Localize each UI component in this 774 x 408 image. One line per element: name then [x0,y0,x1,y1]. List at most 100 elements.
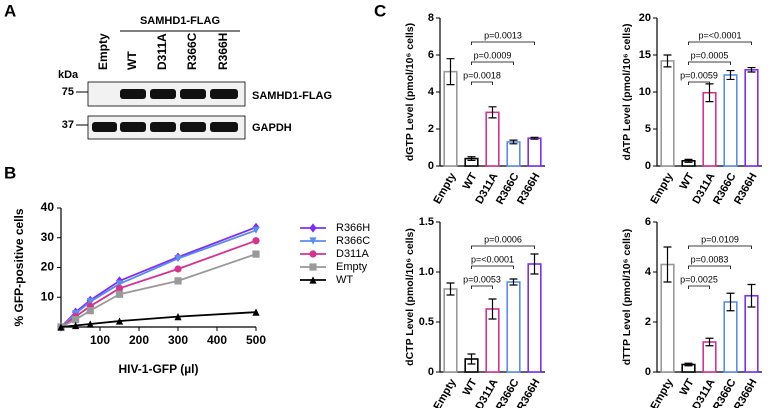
error-bar [509,278,518,286]
error-bar [530,253,539,275]
legend-marker [309,223,317,233]
bar [702,91,717,167]
point [86,298,94,306]
p-value: p=0.0009 [474,50,512,60]
y-tick-label: 1.5 [419,216,434,228]
error-bar [705,337,714,347]
legend-marker [309,250,317,258]
point [115,284,124,292]
bar [723,74,738,167]
bracket [688,41,752,45]
legend-marker [309,237,317,245]
point [252,237,260,245]
error-bar [467,156,476,162]
y-tick-label: 20 [41,260,55,274]
bar [443,70,458,167]
error-bar [488,106,497,119]
p-value: p=0.0005 [691,50,729,60]
x-tick-label: 300 [168,333,188,347]
legend-marker [309,276,317,284]
point [72,321,80,330]
bracket [688,285,710,289]
y-tick-label: 10 [639,86,651,98]
bar [506,141,521,167]
p-value: p=0.0059 [680,70,718,80]
y-axis-label: dATP Level (pmol/10⁶ cells) [621,24,633,161]
x-tick-label: WT [678,171,697,192]
bar [506,281,521,373]
y-tick-label: 20 [639,12,651,24]
x-axis-label: HIV-1-GFP (µl) [118,362,198,376]
error-bar [530,136,539,140]
y-tick-label: 0 [645,160,651,172]
point [174,265,182,273]
x-tick-label: 100 [90,333,110,347]
y-axis-label: dTTP Level (pmol/10⁶ cells) [621,229,633,366]
y-tick-label: 1.0 [419,266,434,278]
bar [485,111,500,167]
x-tick-label: Empty [431,170,459,206]
p-value: p=<0.0001 [698,30,741,40]
bracket [688,245,752,249]
bar [527,263,542,373]
x-tick-label: 200 [129,333,149,347]
bar [660,60,675,167]
lane-label: D311A [155,33,169,70]
bar [744,69,759,167]
error-bar [488,298,497,320]
p-value: p=0.0025 [680,274,718,284]
lane-label: R366C [185,32,199,70]
y-tick-label: 0 [428,160,434,172]
bar [702,341,717,373]
group-label: SAMHD1-FLAG [140,15,220,27]
point [115,290,124,298]
lane-label: WT [125,51,139,70]
y-tick-label: 6 [645,216,651,228]
band-label: SAMHD1-FLAG [252,90,332,102]
blot-bands [92,89,238,132]
bracket [688,61,731,65]
bracket [471,81,493,85]
point [174,312,182,321]
legend-label: Empty [336,261,368,273]
p-value: p=0.0053 [463,274,501,284]
bracket [471,61,514,65]
y-tick-label: 10 [41,289,55,303]
panel-label: A [4,1,16,20]
p-value: p=0.0018 [463,70,501,80]
y-tick-label: 4 [428,86,435,98]
error-bar [663,246,672,283]
p-value: p=0.0109 [701,234,739,244]
y-axis-label: dGTP Level (pmol/10⁶ cells) [404,23,416,161]
lane-label: Empty [96,33,110,70]
p-value: p=<0.0001 [471,254,514,264]
y-tick-label: 5 [645,123,651,135]
x-tick-label: 500 [246,333,266,347]
y-tick-label: 2 [645,316,651,328]
bracket [471,41,535,45]
x-tick-label: 400 [207,333,227,347]
point [115,280,124,288]
series-line [60,311,257,328]
y-tick-label: 0 [428,366,434,378]
kda-label: kDa [58,69,79,81]
error-bar [446,282,455,296]
panel-label: C [374,1,386,20]
y-tick-label: 4 [645,266,652,278]
y-tick-label: 0 [645,366,651,378]
bracket [688,81,710,85]
legend-label: R366C [336,235,370,247]
y-tick-label: 8 [428,12,434,24]
point [252,308,260,316]
p-value: p=0.0013 [484,30,522,40]
point [115,317,124,325]
x-tick-label: Empty [648,170,676,206]
error-bar [747,283,756,308]
error-bar [684,158,693,163]
y-tick-label: 2 [428,123,434,135]
x-tick-label: WT [461,171,480,192]
y-tick-label: 0.5 [419,316,434,328]
bracket [471,265,514,269]
error-bar [747,66,756,73]
